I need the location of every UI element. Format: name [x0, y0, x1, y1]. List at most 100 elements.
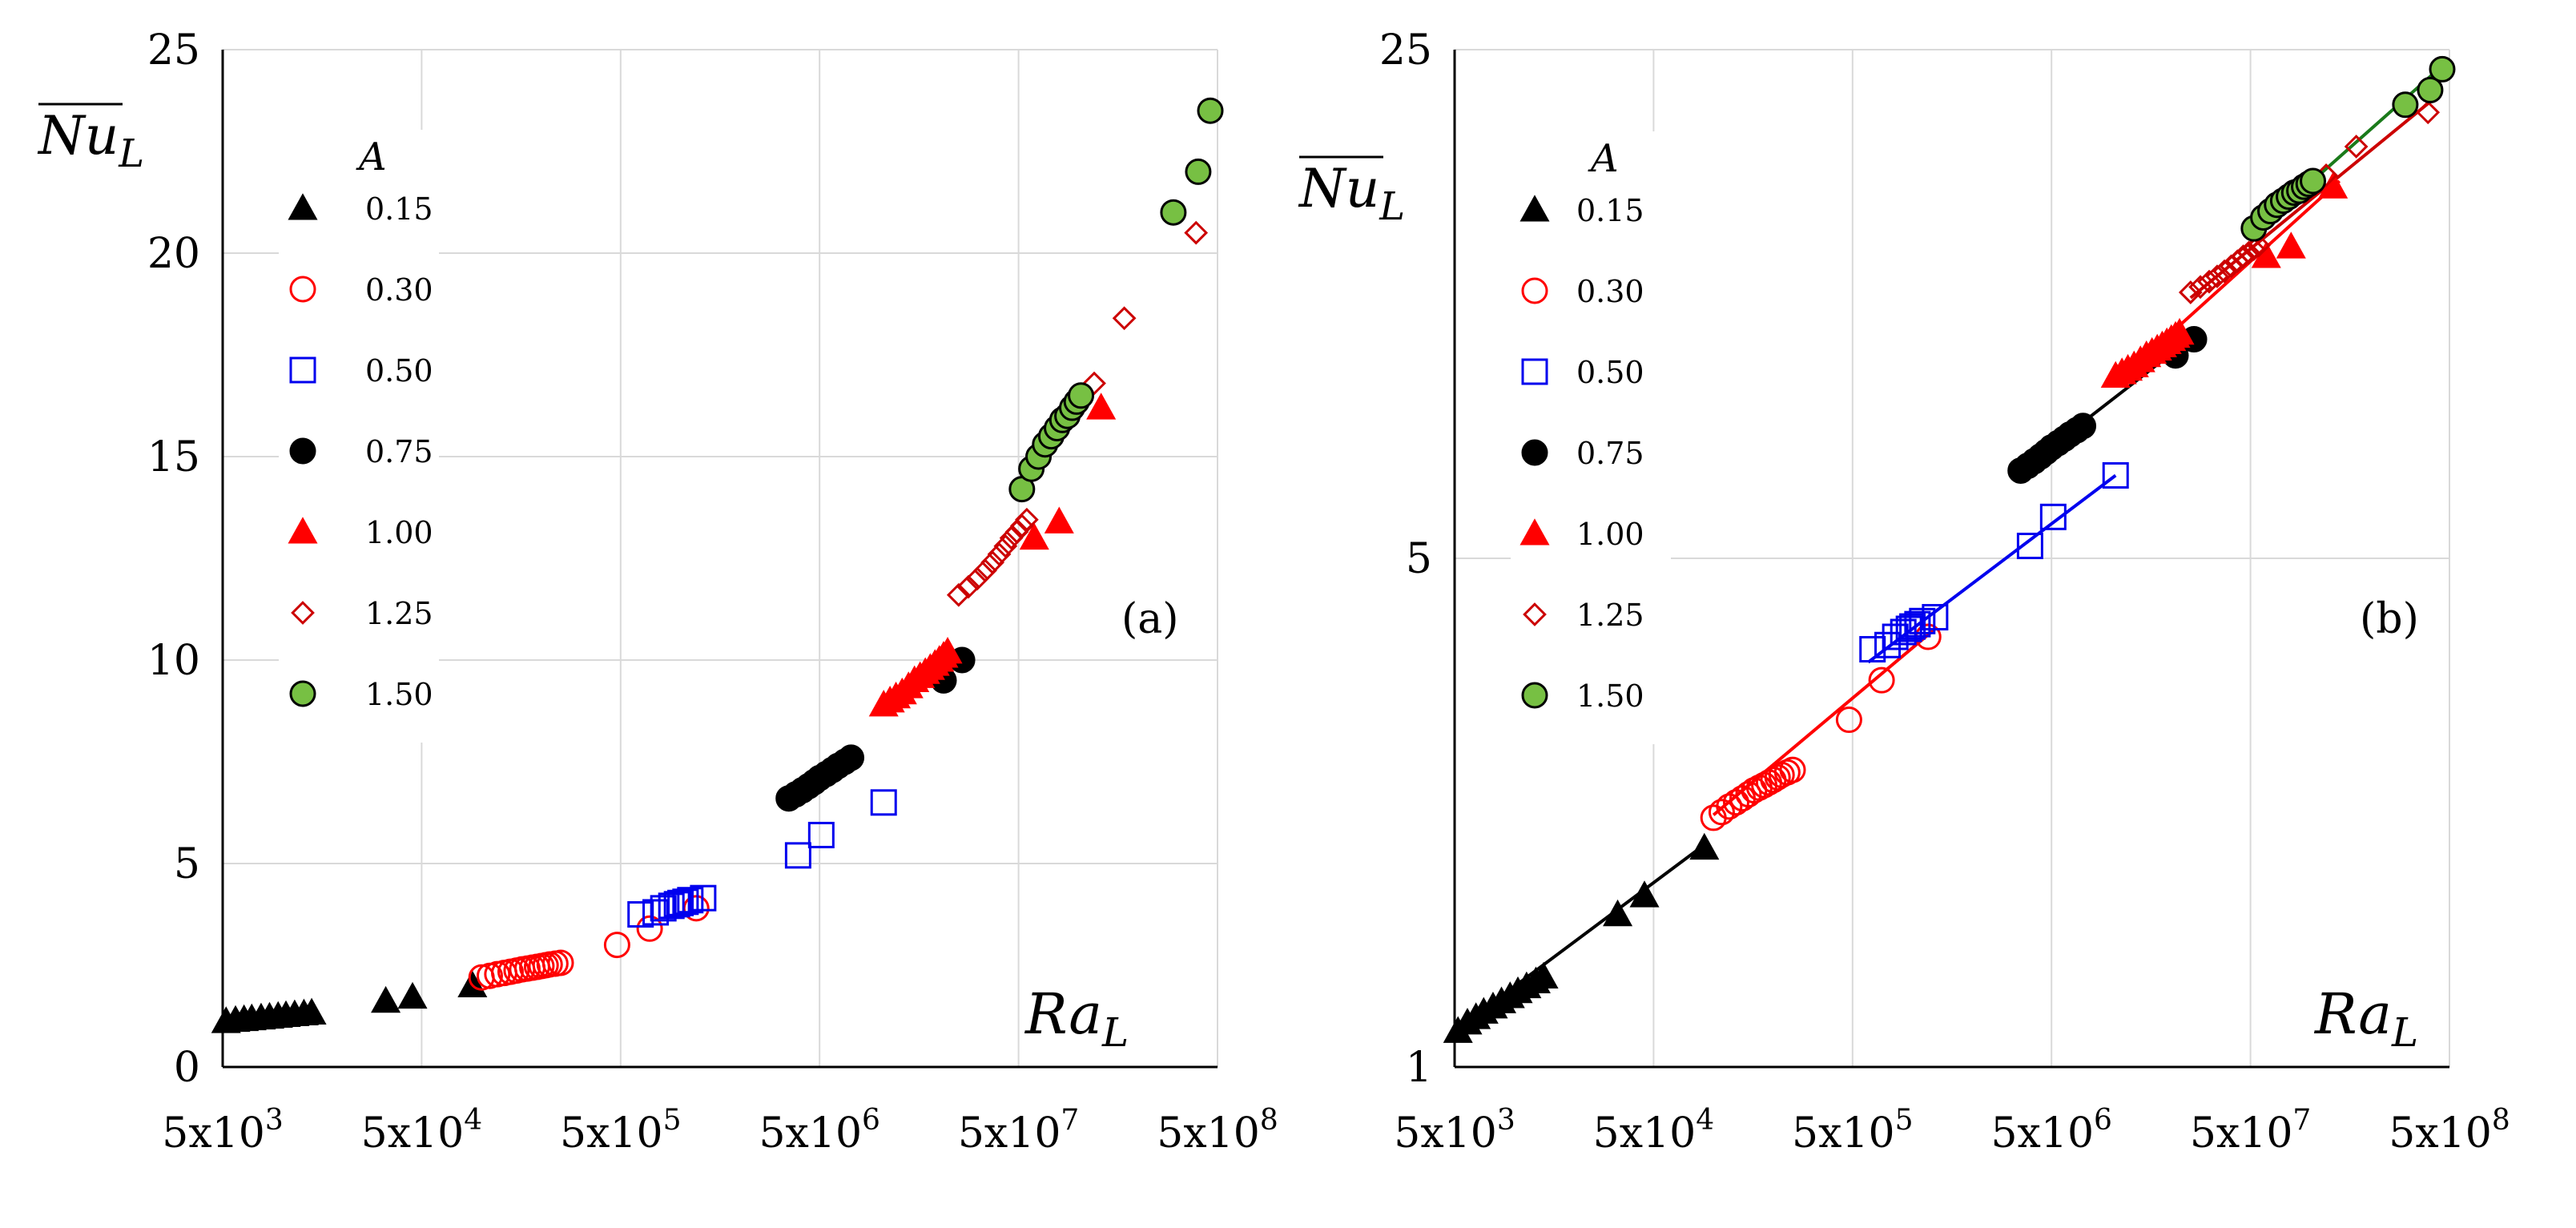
- series: [946, 220, 1209, 607]
- data-point: [291, 601, 315, 625]
- data-point: [288, 193, 318, 220]
- data-point: [1523, 602, 1547, 626]
- data-point: [1519, 195, 1550, 222]
- series: [1859, 461, 2129, 663]
- y-tick-label: 10: [147, 637, 200, 685]
- panel-label: (b): [2360, 595, 2419, 643]
- x-tick-label: 5x107: [2190, 1104, 2311, 1158]
- data-point: [993, 533, 1018, 558]
- y-tick-label: 5: [1406, 535, 1432, 583]
- data-point: [627, 901, 654, 928]
- data-point: [1521, 682, 1548, 709]
- series: [1008, 97, 1224, 503]
- series: [468, 895, 710, 991]
- data-point: [636, 915, 663, 942]
- x-tick-label: 5x104: [361, 1104, 482, 1158]
- data-point: [2164, 317, 2195, 345]
- legend-label: 0.15: [1576, 193, 1644, 228]
- legend-label: 0.15: [365, 191, 433, 227]
- data-point: [2417, 76, 2444, 103]
- data-point: [2344, 135, 2369, 159]
- data-point: [2039, 503, 2067, 530]
- data-point: [1015, 507, 1039, 532]
- data-point: [650, 895, 677, 922]
- data-point: [987, 542, 1012, 566]
- data-point: [2178, 280, 2203, 304]
- data-point: [289, 680, 316, 707]
- data-point: [397, 981, 428, 1009]
- data-point: [2212, 259, 2236, 284]
- data-point: [1895, 615, 1922, 642]
- data-point: [2276, 232, 2306, 259]
- data-point: [1629, 880, 1660, 908]
- data-point: [289, 356, 316, 384]
- data-point: [946, 582, 971, 607]
- data-point: [2197, 269, 2221, 294]
- data-point: [1899, 613, 1926, 640]
- legend-label: 0.30: [365, 272, 433, 308]
- x-tick-label: 5x105: [1792, 1104, 1913, 1158]
- series: [775, 646, 976, 812]
- y-tick-label: 20: [147, 230, 200, 278]
- data-point: [1185, 158, 1212, 185]
- panel-label: (a): [1121, 595, 1179, 643]
- y-tick-label: 25: [1379, 26, 1432, 74]
- chart-panel-b: 5x103 5x104 5x105 5x106 5x107 5x108 1 5 25 A 0.15 0…: [1298, 26, 2510, 1158]
- legend-background: [1511, 131, 1671, 744]
- data-point: [1603, 899, 1633, 927]
- data-point: [2016, 533, 2043, 560]
- legend-title: A: [356, 135, 387, 179]
- data-point: [1868, 666, 1895, 694]
- legend-background: [279, 130, 439, 743]
- y-tick-label: 0: [174, 1044, 200, 1092]
- data-point: [289, 276, 316, 303]
- x-axis-label: RaL: [1024, 981, 1129, 1056]
- data-point: [2102, 461, 2129, 489]
- x-tick-label: 5x106: [759, 1104, 879, 1158]
- data-point: [1082, 371, 1106, 396]
- x-axis-label: RaL: [2313, 981, 2418, 1056]
- legend-label: 1.50: [1576, 678, 1644, 714]
- data-point: [1904, 610, 1931, 638]
- data-point: [1519, 518, 1550, 546]
- data-point: [288, 517, 318, 544]
- data-point: [1521, 439, 1548, 466]
- data-point: [371, 985, 401, 1013]
- data-point: [1184, 220, 1209, 245]
- fit-line: [2189, 100, 2432, 300]
- data-point: [1019, 522, 1049, 550]
- data-point: [965, 566, 989, 591]
- data-point: [1689, 832, 1720, 860]
- y-tick-label: 25: [147, 26, 200, 74]
- x-tick-label: 5x103: [1394, 1104, 1515, 1158]
- legend-label: 1.00: [1576, 517, 1644, 552]
- data-point: [547, 949, 574, 976]
- data-point: [690, 884, 717, 912]
- legend-label: 0.75: [365, 434, 433, 469]
- data-point: [1779, 756, 1806, 783]
- data-point: [658, 892, 685, 920]
- data-point: [2300, 167, 2327, 195]
- data-point: [2247, 233, 2271, 258]
- series: [2240, 55, 2456, 242]
- data-point: [2205, 264, 2229, 288]
- data-point: [289, 437, 316, 465]
- data-point: [2429, 55, 2456, 83]
- data-point: [603, 932, 630, 959]
- legend-label: 0.30: [1576, 274, 1644, 309]
- data-point: [1086, 393, 1117, 420]
- data-point: [1068, 382, 1095, 409]
- data-point: [663, 891, 690, 918]
- x-tick-label: 5x103: [162, 1104, 283, 1158]
- series: [1443, 832, 1720, 1043]
- legend: A 0.15 0.30 0.50 0.75 1.00 1.25 1.50: [1519, 136, 1644, 714]
- data-point: [1835, 707, 1862, 734]
- data-point: [932, 637, 963, 664]
- data-point: [956, 574, 980, 599]
- x-tick-label: 5x106: [1990, 1104, 2111, 1158]
- series: [1700, 623, 1942, 831]
- data-point: [807, 821, 835, 848]
- data-point: [2392, 91, 2419, 119]
- data-point: [980, 550, 1004, 574]
